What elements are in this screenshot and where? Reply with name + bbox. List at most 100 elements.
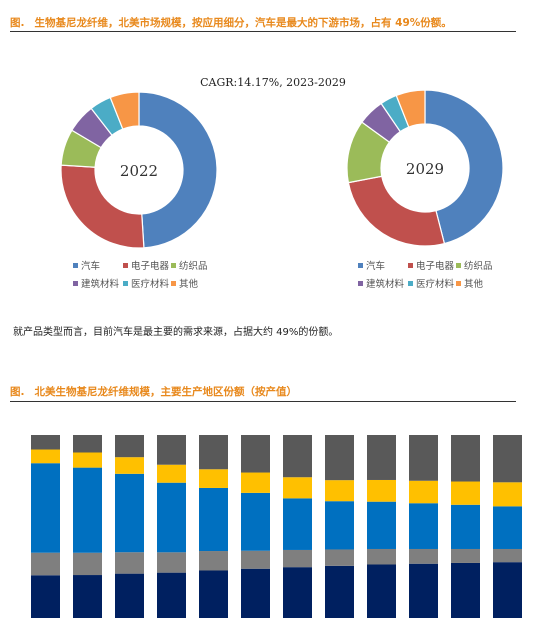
legend-label: 汽车 bbox=[366, 260, 385, 272]
stacked-bar-chart bbox=[31, 435, 522, 618]
bar-segment bbox=[115, 552, 144, 574]
legend-label: 纺织品 bbox=[464, 260, 493, 272]
bar-segment bbox=[493, 482, 522, 507]
bar-segment bbox=[409, 563, 438, 618]
bar-segment bbox=[115, 573, 144, 618]
legend-label: 其他 bbox=[179, 278, 199, 290]
donut-center-label: 2029 bbox=[406, 160, 444, 178]
bar-segment bbox=[325, 480, 354, 502]
donut-2022: 2022 bbox=[60, 91, 218, 249]
bar-segment bbox=[199, 469, 228, 488]
bar-segment bbox=[493, 548, 522, 563]
legend-label: 医疗材料 bbox=[131, 278, 170, 290]
bar-segment bbox=[241, 435, 270, 473]
legend-label: 电子电器 bbox=[131, 260, 170, 272]
bar-segment bbox=[115, 435, 144, 458]
legend-swatch bbox=[123, 263, 128, 268]
figure2-title-text: 北美生物基尼龙纤维规模，主要生产地区份额（按产值） bbox=[34, 386, 298, 398]
bar-segment bbox=[283, 549, 312, 568]
donut-2029: 2029 bbox=[346, 89, 504, 247]
figure1-rule bbox=[10, 31, 516, 32]
donut-slice bbox=[138, 91, 218, 249]
bar-segment bbox=[325, 549, 354, 566]
legend-swatch bbox=[456, 263, 461, 268]
bar-segment bbox=[73, 435, 102, 453]
bar-segment bbox=[493, 562, 522, 618]
donut-slice bbox=[347, 175, 446, 247]
bar-segment bbox=[283, 435, 312, 478]
body-paragraph: 就产品类型而言，目前汽车是最主要的需求来源，占据大约 49%的份额。 bbox=[13, 327, 339, 338]
bar-segment bbox=[157, 464, 186, 483]
bar-segment bbox=[199, 435, 228, 470]
bar-segment bbox=[157, 552, 186, 573]
legend-swatch bbox=[171, 263, 176, 268]
legend-label: 建筑材料 bbox=[366, 278, 405, 290]
bar-segment bbox=[367, 501, 396, 549]
bar-segment bbox=[283, 498, 312, 550]
bar-segment bbox=[115, 457, 144, 474]
bar-segment bbox=[367, 548, 396, 565]
bar-segment bbox=[325, 435, 354, 481]
figure1-title: 图. 生物基尼龙纤维，北美市场规模，按应用细分，汽车是最大的下游市场，占有 49%… bbox=[10, 15, 452, 30]
bar-segment bbox=[325, 501, 354, 550]
figure2-label: 图. bbox=[10, 386, 25, 398]
bar-segment bbox=[241, 568, 270, 618]
legend-swatch bbox=[358, 281, 363, 286]
bar-segment bbox=[115, 473, 144, 553]
chart-title: CAGR:14.17%, 2023-2029 bbox=[200, 76, 346, 89]
bar-segment bbox=[73, 452, 102, 468]
bar-segment bbox=[31, 575, 60, 618]
bar-segment bbox=[199, 570, 228, 618]
legend-label: 医疗材料 bbox=[416, 278, 455, 290]
bar-segment bbox=[157, 572, 186, 618]
bar-segment bbox=[451, 435, 480, 482]
legend-swatch bbox=[456, 281, 461, 286]
bar-segment bbox=[31, 449, 60, 464]
figure2-title: 图. 北美生物基尼龙纤维规模，主要生产地区份额（按产值） bbox=[10, 384, 297, 399]
legend-label: 其他 bbox=[464, 278, 484, 290]
bar-segment bbox=[199, 551, 228, 571]
bar-segment bbox=[241, 472, 270, 493]
legend-label: 电子电器 bbox=[416, 260, 455, 272]
bar-segment bbox=[409, 503, 438, 549]
bar-segment bbox=[283, 567, 312, 618]
legend-swatch bbox=[73, 281, 78, 286]
bar-segment bbox=[241, 550, 270, 569]
bar-segment bbox=[241, 492, 270, 551]
legend-swatch bbox=[408, 281, 413, 286]
bar-segment bbox=[73, 467, 102, 553]
bar-segment bbox=[73, 575, 102, 618]
bar-segment bbox=[73, 552, 102, 576]
legend-swatch bbox=[408, 263, 413, 268]
bar-segment bbox=[493, 506, 522, 549]
donut-charts: CAGR:14.17%, 2023-2029 2022 2029 汽车 电子电器纺… bbox=[60, 76, 504, 290]
bar-segment bbox=[367, 479, 396, 502]
bar-segment bbox=[367, 435, 396, 480]
bar-segment bbox=[367, 564, 396, 618]
bar-segment bbox=[451, 548, 480, 563]
legend-swatch bbox=[123, 281, 128, 286]
bar-segment bbox=[199, 487, 228, 552]
bar-segment bbox=[283, 477, 312, 499]
donut-slice bbox=[395, 89, 426, 128]
bar-segment bbox=[451, 504, 480, 549]
donut-slice bbox=[424, 89, 504, 245]
donut-center-label: 2022 bbox=[120, 162, 158, 180]
bar-segment bbox=[451, 562, 480, 618]
bar-segment bbox=[157, 435, 186, 465]
bar-segment bbox=[31, 463, 60, 553]
bar-segment bbox=[157, 482, 186, 553]
legend-swatch bbox=[171, 281, 176, 286]
figure1-title-text: 生物基尼龙纤维，北美市场规模，按应用细分，汽车是最大的下游市场，占有 49%份额… bbox=[34, 17, 452, 29]
legend-label: 汽车 bbox=[81, 260, 100, 272]
figure2-rule bbox=[10, 401, 516, 402]
legend-swatch bbox=[73, 263, 78, 268]
legend-label: 纺织品 bbox=[179, 260, 208, 272]
bar-segment bbox=[31, 435, 60, 450]
bar-segment bbox=[325, 565, 354, 618]
legend-swatch bbox=[358, 263, 363, 268]
legend-label: 建筑材料 bbox=[81, 278, 120, 290]
bar-segment bbox=[409, 435, 438, 481]
